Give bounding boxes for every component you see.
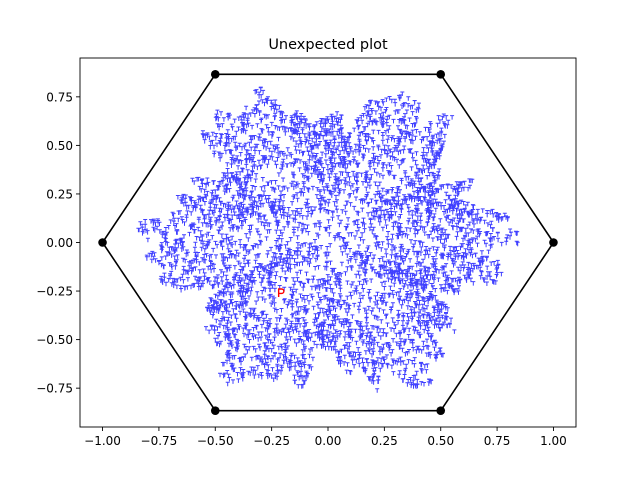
- x-tick-label: 0.50: [427, 434, 454, 448]
- highlight-marker: [277, 288, 285, 297]
- chart-title: Unexpected plot: [268, 37, 388, 53]
- x-tick-label: −0.75: [141, 434, 178, 448]
- y-tick-label: 0.50: [46, 139, 73, 153]
- y-tick-label: −0.50: [36, 333, 73, 347]
- y-tick-label: 0.25: [46, 187, 73, 201]
- y-axis: −0.75 −0.50 −0.25 0.00 0.25 0.50 0.75: [36, 90, 80, 396]
- hexagon-vertex: [549, 238, 558, 247]
- point-cloud: [136, 86, 520, 393]
- hexagon: [98, 70, 558, 415]
- x-tick-label: 0.75: [484, 434, 511, 448]
- y-tick-label: −0.25: [36, 285, 73, 299]
- x-tick-label: 0.25: [371, 434, 398, 448]
- x-tick-label: −1.00: [84, 434, 121, 448]
- x-axis: −1.00 −0.75 −0.50 −0.25 0.00 0.25 0.50 0.75 1.00: [84, 427, 567, 448]
- hexagon-vertex: [436, 70, 446, 79]
- cloud-markers: [136, 86, 520, 393]
- hexagon-vertex: [210, 406, 220, 415]
- y-tick-label: 0.00: [46, 236, 73, 250]
- hexagon-vertex: [210, 70, 220, 79]
- x-tick-label: −0.25: [253, 434, 290, 448]
- y-tick-label: −0.75: [36, 382, 73, 396]
- hexagon-vertex: [436, 406, 446, 415]
- highlight-point: [277, 288, 285, 297]
- hexagon-outline: [101, 73, 555, 412]
- x-tick-label: −0.50: [197, 434, 234, 448]
- x-tick-label: 1.00: [540, 434, 567, 448]
- y-tick-label: 0.75: [46, 90, 73, 104]
- hexagon-vertex: [98, 238, 107, 247]
- x-tick-label: 0.00: [315, 434, 342, 448]
